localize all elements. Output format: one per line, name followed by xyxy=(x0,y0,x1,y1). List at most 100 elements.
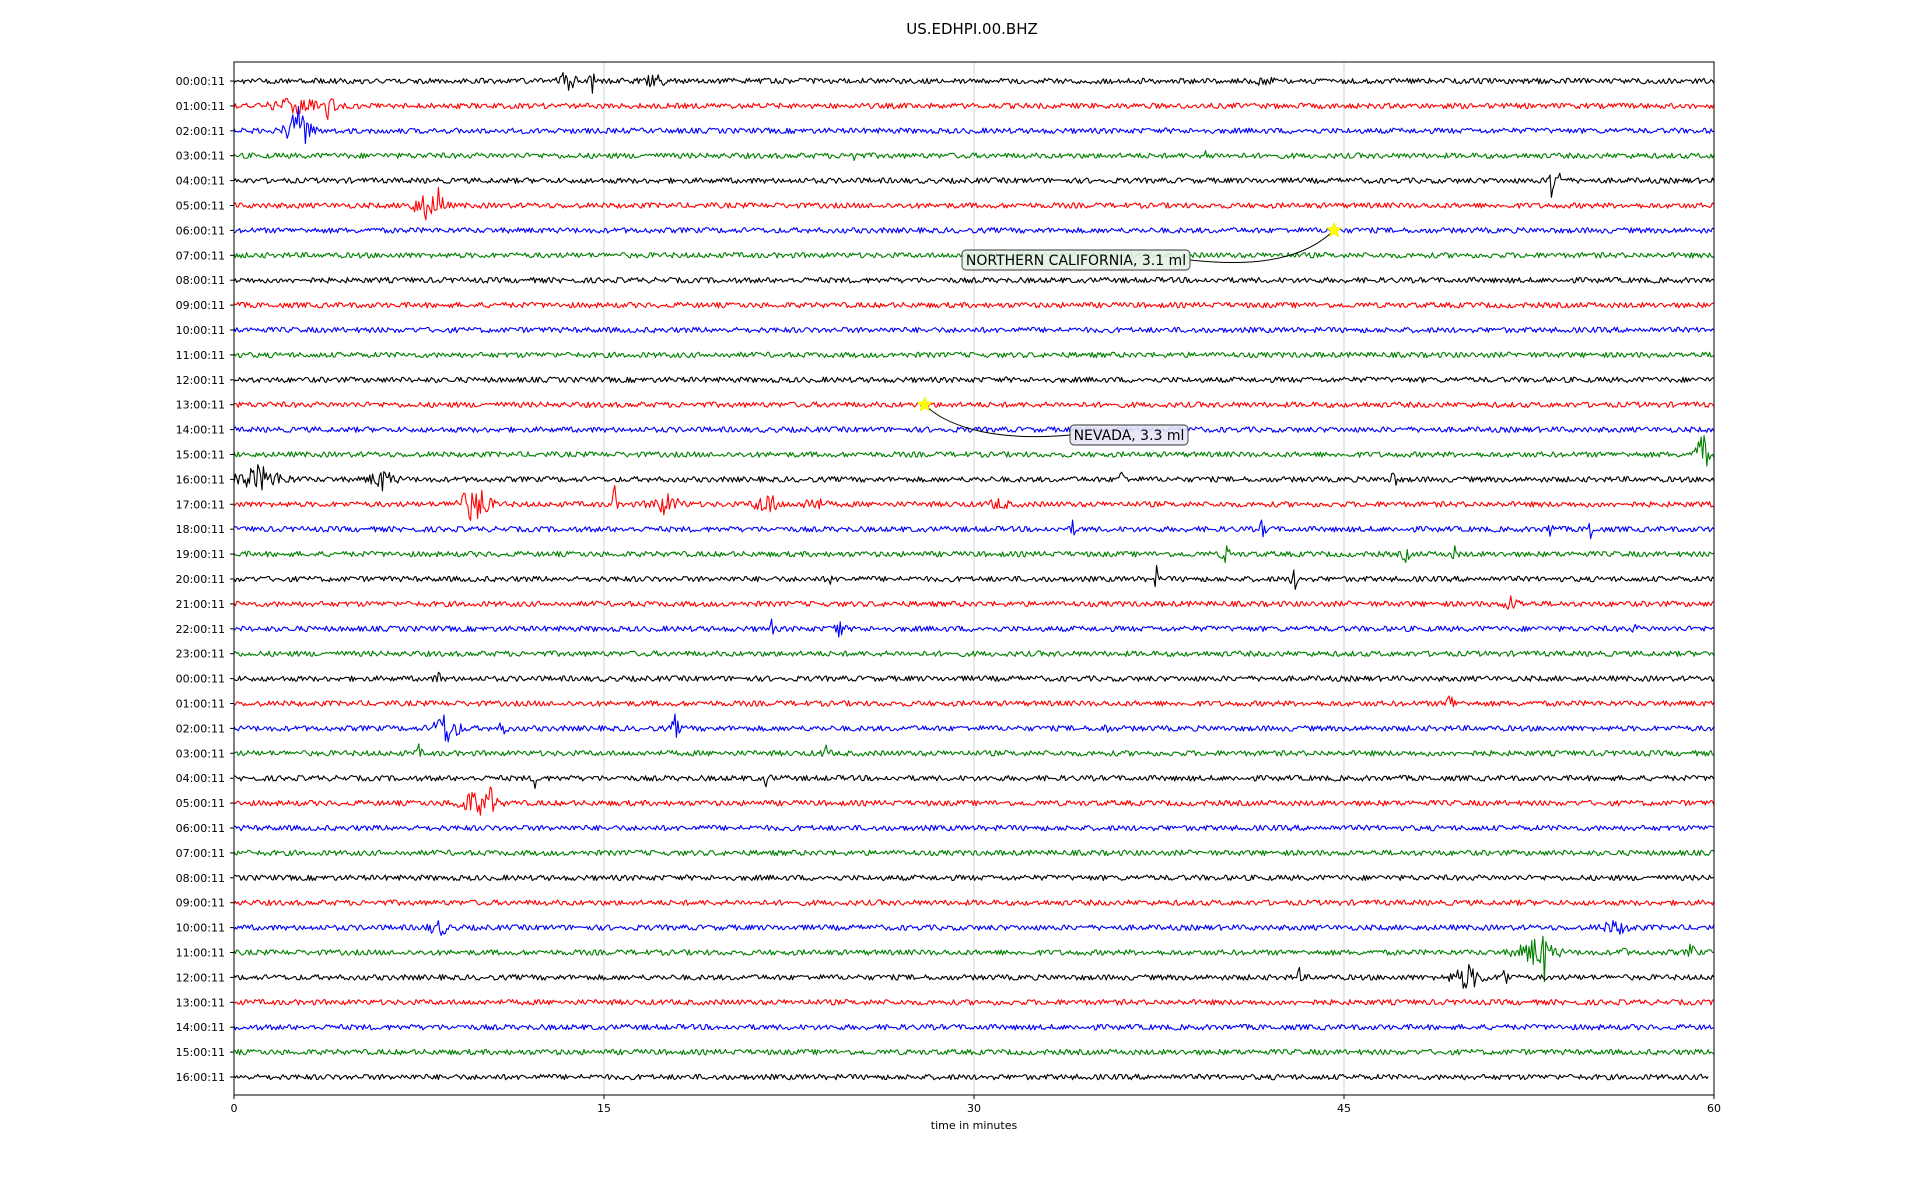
row-label-38: 14:00:11 xyxy=(176,1021,225,1034)
row-label-32: 08:00:11 xyxy=(176,872,225,885)
trace-row-0 xyxy=(233,72,1715,94)
trace-row-9 xyxy=(233,301,1714,309)
trace-row-3 xyxy=(233,150,1715,162)
trace-row-12 xyxy=(233,376,1714,384)
row-label-30: 06:00:11 xyxy=(176,822,225,835)
trace-row-18 xyxy=(233,519,1715,540)
row-label-37: 13:00:11 xyxy=(176,996,225,1009)
x-tick-label-30: 30 xyxy=(967,1102,981,1115)
row-label-16: 16:00:11 xyxy=(176,473,225,486)
event-connector-0 xyxy=(1189,230,1335,263)
trace-row-19 xyxy=(233,545,1715,564)
row-label-29: 05:00:11 xyxy=(176,797,225,810)
trace-row-5 xyxy=(233,186,1715,221)
event-label-0: NORTHERN CALIFORNIA, 3.1 ml xyxy=(966,253,1186,269)
trace-row-6 xyxy=(233,227,1715,234)
row-label-8: 08:00:11 xyxy=(176,274,225,287)
row-label-13: 13:00:11 xyxy=(176,399,225,412)
row-label-18: 18:00:11 xyxy=(176,523,225,536)
row-label-20: 20:00:11 xyxy=(176,573,225,586)
x-tick-label-0: 0 xyxy=(231,1102,238,1115)
x-axis-ticks: 0 15 30 45 60 xyxy=(231,1095,1721,1115)
row-label-1: 01:00:11 xyxy=(176,100,225,113)
row-label-26: 02:00:11 xyxy=(176,722,225,735)
event-label-1: NEVADA, 3.3 ml xyxy=(1074,428,1185,444)
row-label-33: 09:00:11 xyxy=(176,897,225,910)
row-label-31: 07:00:11 xyxy=(176,847,225,860)
trace-row-38 xyxy=(233,1023,1714,1031)
x-tick-label-60: 60 xyxy=(1707,1102,1721,1115)
event-annotations: NORTHERN CALIFORNIA, 3.1 ml NEVADA, 3.3 m… xyxy=(916,221,1343,446)
row-label-0: 00:00:11 xyxy=(176,75,225,88)
row-label-3: 03:00:11 xyxy=(176,150,225,163)
row-label-39: 15:00:11 xyxy=(176,1046,225,1059)
row-label-36: 12:00:11 xyxy=(176,971,225,984)
row-label-19: 19:00:11 xyxy=(176,548,225,561)
row-label-22: 22:00:11 xyxy=(176,623,225,636)
trace-row-37 xyxy=(233,999,1714,1006)
trace-row-26 xyxy=(233,713,1715,743)
row-label-40: 16:00:11 xyxy=(176,1071,225,1084)
trace-row-13 xyxy=(233,401,1715,408)
row-label-11: 11:00:11 xyxy=(176,349,225,362)
trace-row-36 xyxy=(233,964,1715,989)
trace-row-40 xyxy=(233,1073,1709,1081)
x-tick-label-15: 15 xyxy=(597,1102,611,1115)
row-label-10: 10:00:11 xyxy=(176,324,225,337)
trace-row-28 xyxy=(233,774,1715,790)
trace-row-25 xyxy=(233,695,1715,708)
chart-title: US.EDHPI.00.BHZ xyxy=(906,20,1038,38)
trace-row-17 xyxy=(233,485,1715,521)
trace-row-10 xyxy=(233,326,1715,334)
event-star-icon-1 xyxy=(916,396,933,412)
x-tick-label-45: 45 xyxy=(1337,1102,1351,1115)
row-label-5: 05:00:11 xyxy=(176,200,225,213)
trace-row-33 xyxy=(233,899,1715,906)
row-label-28: 04:00:11 xyxy=(176,772,225,785)
trace-row-35 xyxy=(233,935,1714,983)
trace-row-34 xyxy=(233,919,1715,936)
row-label-12: 12:00:11 xyxy=(176,374,225,387)
row-label-7: 07:00:11 xyxy=(176,249,225,262)
trace-row-27 xyxy=(233,743,1715,758)
trace-row-11 xyxy=(233,351,1715,359)
row-label-34: 10:00:11 xyxy=(176,922,225,935)
event-connector-1 xyxy=(924,404,1071,438)
trace-row-29 xyxy=(233,786,1715,816)
trace-row-4 xyxy=(233,172,1715,198)
event-label-box-1 xyxy=(1069,424,1189,446)
trace-row-8 xyxy=(233,276,1715,284)
trace-row-23 xyxy=(233,650,1715,657)
trace-row-24 xyxy=(233,671,1715,683)
trace-row-32 xyxy=(233,874,1714,882)
row-label-25: 01:00:11 xyxy=(176,698,225,711)
row-label-23: 23:00:11 xyxy=(176,648,225,661)
trace-row-16 xyxy=(233,464,1715,492)
trace-row-2 xyxy=(233,105,1714,145)
event-star-icon-0 xyxy=(1325,221,1343,238)
row-label-14: 14:00:11 xyxy=(176,424,225,437)
row-label-35: 11:00:11 xyxy=(176,947,225,960)
row-label-2: 02:00:11 xyxy=(176,125,225,138)
trace-row-20 xyxy=(233,564,1715,591)
row-label-6: 06:00:11 xyxy=(176,224,225,237)
row-label-24: 00:00:11 xyxy=(176,673,225,686)
trace-row-1 xyxy=(233,97,1715,120)
trace-row-15 xyxy=(233,435,1715,467)
trace-row-30 xyxy=(233,824,1714,832)
trace-row-21 xyxy=(233,595,1715,610)
row-label-17: 17:00:11 xyxy=(176,498,225,511)
x-axis-label: time in minutes xyxy=(931,1119,1018,1132)
trace-row-22 xyxy=(233,618,1715,638)
trace-row-39 xyxy=(233,1048,1715,1056)
row-label-27: 03:00:11 xyxy=(176,747,225,760)
event-label-box-0 xyxy=(961,249,1191,271)
trace-row-14 xyxy=(233,426,1715,433)
row-labels: 00:00:11 01:00:11 02:00:11 03:00:11 04:00:11… xyxy=(176,75,234,1084)
row-label-21: 21:00:11 xyxy=(176,598,225,611)
row-label-9: 09:00:11 xyxy=(176,299,225,312)
trace-row-31 xyxy=(233,849,1715,857)
row-label-4: 04:00:11 xyxy=(176,175,225,188)
